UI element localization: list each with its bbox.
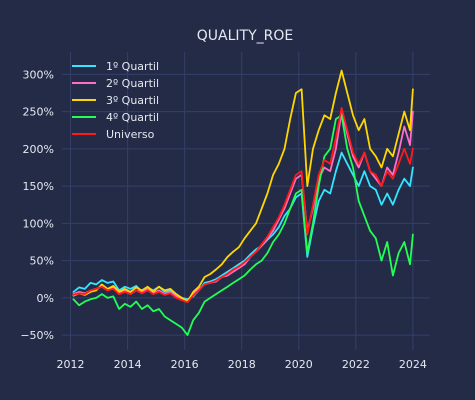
x-tick-label: 2012 <box>57 358 85 371</box>
y-tick-label: 250% <box>23 106 54 119</box>
x-tick-label: 2018 <box>228 358 256 371</box>
legend-label: Universo <box>106 128 155 141</box>
y-tick-label: 150% <box>23 180 54 193</box>
x-tick-label: 2016 <box>171 358 199 371</box>
legend: 1º Quartil 2º Quartil 3º Quartil 4º Quartil… <box>72 60 159 141</box>
y-tick-label: 100% <box>23 217 54 230</box>
series-line-5 <box>72 107 414 304</box>
axis-tick-labels: −50% 0% 50% 100% 150% 200% 250% 300% 2012 2014 201… <box>20 68 427 371</box>
chart-title: QUALITY_ROE <box>197 28 293 44</box>
legend-label: 4º Quartil <box>106 111 159 124</box>
legend-label: 2º Quartil <box>106 77 159 90</box>
series-lines <box>72 69 414 336</box>
series-line-4 <box>72 114 414 336</box>
y-tick-label: −50% <box>20 329 54 342</box>
legend-label: 3º Quartil <box>106 94 159 107</box>
x-tick-label: 2024 <box>399 358 427 371</box>
y-tick-label: 0% <box>37 292 54 305</box>
y-tick-label: 200% <box>23 143 54 156</box>
series-line-3 <box>72 69 414 303</box>
y-tick-label: 50% <box>30 255 54 268</box>
grid <box>62 52 430 350</box>
y-tick-label: 300% <box>23 68 54 81</box>
legend-label: 1º Quartil <box>106 60 159 73</box>
x-tick-label: 2022 <box>342 358 370 371</box>
x-tick-label: 2014 <box>114 358 142 371</box>
x-tick-label: 2020 <box>285 358 313 371</box>
series-line-1 <box>72 151 414 301</box>
